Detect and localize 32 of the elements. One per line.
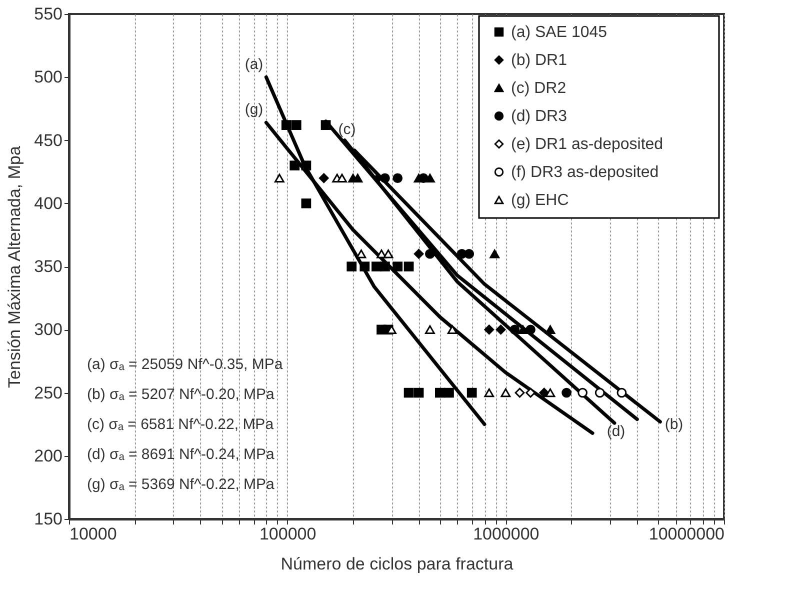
x-tick-label: 10000 (70, 524, 117, 544)
x-tick-label: 100000 (259, 524, 316, 544)
legend-label: (g) EHC (511, 192, 569, 209)
x-tick-label: 1000000 (473, 524, 540, 544)
y-tick-label: 350 (34, 257, 62, 276)
legend-label: (e) DR1 as-deposited (511, 136, 664, 153)
y-tick-label: 400 (34, 194, 62, 213)
y-tick-label: 500 (34, 68, 62, 87)
legend-label: (d) DR3 (511, 108, 568, 125)
y-tick-label: 150 (34, 510, 62, 528)
annotation: (g) σₐ = 5369 Nf^-0.22, MPa (87, 476, 276, 493)
x-axis-title: Número de ciclos para fractura (280, 554, 514, 574)
annotation: (c) (338, 121, 356, 138)
y-tick-label: 550 (34, 4, 62, 24)
annotation: (b) (664, 416, 684, 433)
annotation: (c) σₐ = 6581 Nf^-0.22, MPa (87, 416, 274, 433)
legend-label: (c) DR2 (511, 80, 566, 97)
y-tick-label: 200 (34, 446, 62, 466)
annotation: (d) (606, 423, 626, 440)
x-tick-label: 10000000 (648, 524, 724, 544)
annotation: (b) σₐ = 5207 Nf^-0.20, MPa (87, 386, 276, 403)
annotation: (d) σₐ = 8691 Nf^-0.24, MPa (87, 446, 276, 463)
legend-label: (f) DR3 as-deposited (511, 164, 659, 181)
annotation: (a) σₐ = 25059 Nf^-0.35, MPa (87, 356, 284, 373)
annotation: (g) (244, 101, 264, 118)
y-tick-label: 300 (34, 320, 62, 340)
annotation: (a) (244, 56, 264, 73)
legend-label: (a) SAE 1045 (511, 24, 608, 41)
y-tick-label: 450 (34, 130, 62, 150)
y-tick-label: 250 (34, 383, 62, 402)
legend-label: (b) DR1 (511, 52, 568, 69)
y-axis-title: Tensión Máxima Alternada, Mpa (5, 146, 24, 388)
